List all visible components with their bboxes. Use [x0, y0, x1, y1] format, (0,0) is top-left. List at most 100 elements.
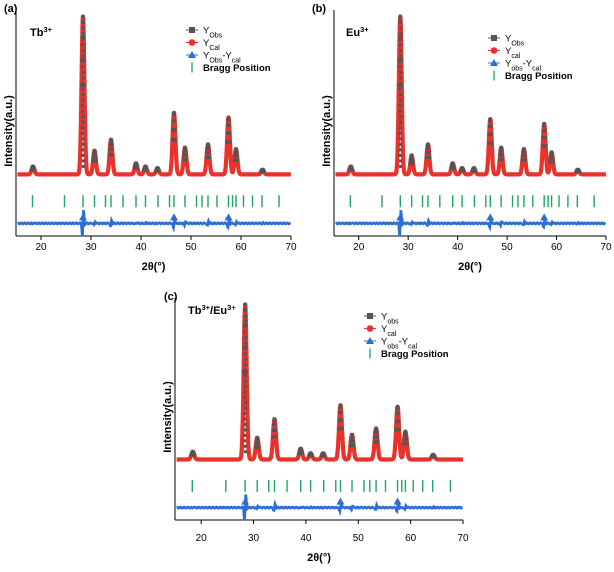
- legend-entry: Ycal: [505, 46, 521, 60]
- observed-point: [81, 32, 85, 36]
- difference-marker: [396, 213, 405, 221]
- observed-point: [337, 427, 341, 431]
- observed-point: [81, 131, 85, 135]
- observed-point: [408, 162, 412, 166]
- observed-point: [398, 131, 402, 135]
- observed-point: [297, 451, 301, 455]
- observed-point: [91, 159, 95, 163]
- legend-symbol: Y: [203, 38, 210, 49]
- observed-point: [411, 159, 415, 163]
- observed-point: [183, 146, 187, 151]
- observed-point: [81, 70, 85, 74]
- legend-symbol-2: -Y: [222, 51, 232, 62]
- observed-point: [243, 346, 247, 350]
- observed-point: [235, 154, 239, 158]
- observed-point: [498, 153, 502, 157]
- observed-point: [399, 120, 403, 124]
- observed-point: [81, 164, 85, 168]
- observed-point: [173, 128, 177, 132]
- observed-point: [543, 128, 547, 133]
- observed-point: [349, 439, 353, 444]
- legend-subscript: Obs: [209, 57, 222, 64]
- observed-point: [244, 384, 248, 388]
- sample-label: Tb3+: [30, 25, 53, 40]
- observed-point: [271, 435, 275, 439]
- observed-point: [404, 433, 408, 437]
- difference-marker: [79, 213, 87, 221]
- observed-point: [81, 26, 85, 30]
- observed-point: [81, 126, 85, 130]
- observed-point: [351, 439, 355, 444]
- x-axis-label: 2θ(°): [307, 552, 331, 564]
- x-tick-label: 30: [248, 533, 260, 544]
- observed-point: [256, 442, 260, 446]
- observed-point: [81, 98, 85, 102]
- chart-panel-a: 20 30 40 50 60 70 2θ(°) Intensity(a.u.) (a) Tb3+ Y…: [3, 3, 297, 273]
- observed-point: [398, 148, 402, 152]
- legend-subscript: Obs: [511, 40, 524, 47]
- legend-entry: Yobs-Ycal: [505, 59, 542, 73]
- observed-point: [404, 437, 409, 441]
- observed-point: [204, 155, 209, 160]
- observed-point: [449, 166, 453, 170]
- legend-symbol: Y: [505, 34, 512, 45]
- legend-square-marker: [491, 35, 497, 41]
- observed-point: [310, 454, 314, 458]
- sample-ion: Eu: [346, 27, 360, 39]
- observed-point: [488, 117, 492, 121]
- observed-point: [254, 445, 258, 449]
- observed-point: [244, 428, 248, 432]
- observed-point: [32, 168, 37, 172]
- observed-point: [399, 159, 403, 163]
- legend-subscript: obs: [511, 65, 523, 72]
- legend-subscript: cal: [387, 331, 396, 338]
- observed-point: [499, 146, 504, 151]
- observed-point: [376, 440, 380, 444]
- observed-point: [94, 159, 98, 163]
- observed-point: [323, 454, 327, 458]
- observed-point: [338, 403, 343, 407]
- observed-point: [300, 451, 304, 455]
- observed-point: [339, 405, 343, 409]
- observed-point: [461, 169, 466, 173]
- observed-point: [500, 153, 504, 157]
- observed-point: [350, 168, 354, 172]
- observed-point: [577, 170, 581, 174]
- legend-symbol: Y: [505, 46, 512, 57]
- y-axis-label: Intensity(a.u.): [321, 95, 333, 167]
- observed-point: [110, 153, 115, 157]
- legend-subscript: cal: [511, 53, 520, 60]
- observed-point: [399, 93, 403, 97]
- observed-point: [398, 126, 402, 130]
- sample-label: Tb3+/Eu3+: [188, 303, 236, 318]
- legend-symbol: Y: [381, 312, 388, 323]
- x-tick-label: 70: [600, 242, 612, 253]
- observed-point: [397, 428, 401, 432]
- observed-point: [399, 48, 403, 52]
- observed-point: [523, 154, 527, 158]
- observed-point: [427, 151, 431, 155]
- observed-point: [184, 153, 188, 157]
- legend-symbol-2: -Y: [523, 59, 533, 70]
- observed-point: [498, 157, 502, 161]
- observed-point: [228, 131, 232, 135]
- legend-subscript: obs: [387, 343, 399, 350]
- observed-point: [273, 422, 277, 427]
- observed-point: [243, 417, 247, 421]
- legend-entry: Yobs-Ycal: [381, 337, 418, 351]
- observed-point: [452, 164, 456, 168]
- observed-point: [79, 83, 84, 87]
- panel-label: (b): [312, 3, 326, 15]
- observed-point: [184, 157, 189, 161]
- observed-point: [541, 144, 545, 148]
- observed-point: [243, 303, 247, 307]
- observed-point: [397, 83, 401, 87]
- observed-point: [404, 430, 408, 435]
- observed-point: [351, 436, 355, 440]
- difference-marker: [540, 213, 549, 221]
- observed-point: [110, 142, 114, 146]
- legend-entry: Yobs: [381, 312, 399, 326]
- observed-point: [245, 370, 249, 374]
- legend-entry: Bragg Position: [381, 349, 449, 360]
